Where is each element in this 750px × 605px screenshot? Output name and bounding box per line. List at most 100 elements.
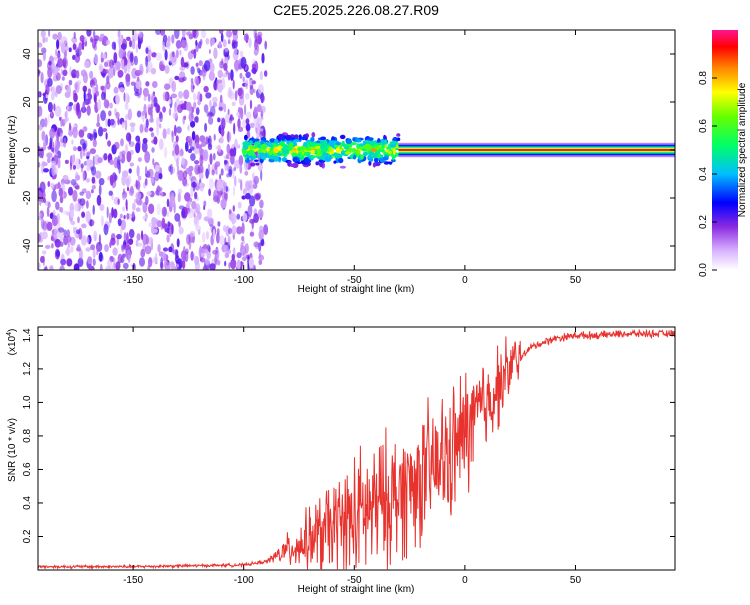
heatmap-band-cell bbox=[324, 156, 332, 162]
heatmap-noise-cell bbox=[230, 69, 234, 82]
heatmap-noise-cell bbox=[117, 30, 121, 39]
heatmap-noise-cell bbox=[92, 258, 96, 266]
heatmap-band-cell bbox=[345, 139, 352, 145]
heatmap-noise-cell bbox=[56, 52, 61, 60]
heatmap-noise-cell bbox=[47, 181, 51, 187]
heatmap-noise-cell bbox=[51, 243, 54, 249]
heatmap-noise-cell bbox=[162, 128, 167, 139]
heatmap-noise-cell bbox=[145, 81, 150, 87]
heatmap-noise-cell bbox=[122, 194, 126, 201]
heatmap-noise-cell bbox=[38, 124, 43, 131]
heatmap-noise-cell bbox=[144, 151, 151, 163]
heatmap-noise-cell bbox=[205, 38, 210, 45]
svg-text:(x104): (x104) bbox=[6, 329, 18, 356]
heatmap-noise-cell bbox=[258, 229, 264, 240]
heatmap-band-cell bbox=[339, 134, 346, 140]
heatmap-noise-cell bbox=[136, 165, 140, 177]
heatmap-noise-cell bbox=[236, 111, 240, 117]
heatmap-noise-cell bbox=[259, 199, 264, 209]
heatmap-band-cell bbox=[246, 157, 250, 162]
heatmap-noise-cell bbox=[174, 75, 180, 81]
heatmap-noise-cell bbox=[40, 147, 44, 159]
heatmap-noise-cell bbox=[194, 116, 199, 123]
heatmap-noise-cell bbox=[227, 235, 231, 247]
heatmap-noise-cell bbox=[42, 50, 47, 61]
heatmap-noise-cell bbox=[177, 192, 181, 203]
heatmap-noise-cell bbox=[149, 117, 154, 123]
heatmap-noise-cell bbox=[115, 261, 121, 270]
heatmap-noise-cell bbox=[78, 129, 85, 138]
heatmap-strong-band bbox=[398, 149, 675, 151]
heatmap-noise-cell bbox=[98, 184, 102, 196]
heatmap-noise-cell bbox=[38, 70, 41, 75]
heatmap-noise-cell bbox=[43, 140, 47, 151]
snr-ytick-label: 1.4 bbox=[22, 328, 33, 342]
heatmap-band-cell bbox=[315, 161, 320, 166]
heatmap-noise-cell bbox=[257, 84, 264, 95]
spectrogram-ytick-label: -40 bbox=[22, 238, 33, 253]
heatmap-noise-cell bbox=[199, 135, 206, 143]
heatmap-noise-cell bbox=[44, 36, 49, 43]
heatmap-noise-cell bbox=[216, 259, 221, 266]
heatmap-noise-cell bbox=[228, 209, 232, 215]
heatmap-noise-cell bbox=[41, 250, 47, 255]
heatmap-noise-cell bbox=[181, 260, 186, 270]
heatmap-noise-cell bbox=[248, 257, 254, 269]
heatmap-noise-cell bbox=[60, 132, 64, 142]
heatmap-noise-cell bbox=[203, 205, 206, 210]
heatmap-noise-cell bbox=[212, 249, 218, 255]
heatmap-band-cell bbox=[244, 134, 248, 141]
heatmap-noise-cell bbox=[121, 58, 125, 70]
heatmap-band-cell bbox=[339, 165, 346, 169]
heatmap-noise-cell bbox=[46, 221, 53, 231]
heatmap-noise-cell bbox=[109, 102, 113, 109]
heatmap-noise-cell bbox=[117, 118, 120, 126]
heatmap-noise-cell bbox=[94, 86, 97, 93]
heatmap-noise-cell bbox=[223, 244, 229, 253]
colorbar-tick-label: 0.0 bbox=[698, 263, 709, 277]
heatmap-noise-cell bbox=[164, 83, 171, 90]
heatmap-noise-cell bbox=[129, 162, 135, 167]
heatmap-noise-cell bbox=[244, 79, 249, 90]
heatmap-noise-cell bbox=[241, 222, 245, 235]
heatmap-noise-cell bbox=[198, 172, 204, 180]
heatmap-noise-cell bbox=[174, 265, 178, 270]
heatmap-noise-cell bbox=[211, 169, 215, 176]
heatmap-noise-cell bbox=[254, 193, 261, 201]
heatmap-noise-cell bbox=[187, 136, 192, 142]
heatmap-noise-cell bbox=[240, 56, 247, 69]
heatmap-noise-cell bbox=[91, 184, 96, 190]
heatmap-noise-cell bbox=[73, 146, 77, 152]
heatmap-noise-cell bbox=[178, 219, 181, 228]
heatmap-band-cell bbox=[371, 155, 377, 159]
heatmap-noise-cell bbox=[118, 37, 121, 50]
heatmap-noise-cell bbox=[173, 124, 177, 137]
spectrogram-heatmap bbox=[38, 30, 675, 270]
heatmap-noise-cell bbox=[200, 69, 207, 77]
heatmap-noise-cell bbox=[122, 262, 129, 270]
heatmap-band-cell bbox=[308, 140, 315, 147]
heatmap-band-cell bbox=[305, 148, 312, 151]
heatmap-noise-cell bbox=[124, 119, 128, 131]
heatmap-noise-cell bbox=[42, 162, 48, 167]
heatmap-noise-cell bbox=[59, 116, 62, 121]
heatmap-band-cell bbox=[310, 137, 315, 142]
heatmap-band-cell bbox=[249, 140, 253, 145]
heatmap-noise-cell bbox=[206, 111, 213, 118]
heatmap-noise-cell bbox=[230, 153, 235, 165]
heatmap-noise-cell bbox=[225, 186, 229, 192]
heatmap-noise-cell bbox=[182, 177, 188, 187]
heatmap-noise-cell bbox=[192, 92, 197, 101]
heatmap-noise-cell bbox=[144, 245, 152, 255]
colorbar-gradient bbox=[712, 30, 738, 270]
heatmap-noise-cell bbox=[217, 69, 223, 79]
heatmap-noise-cell bbox=[160, 190, 163, 197]
heatmap-noise-cell bbox=[57, 227, 65, 233]
heatmap-noise-cell bbox=[85, 190, 92, 200]
heatmap-noise-cell bbox=[178, 91, 183, 99]
heatmap-noise-cell bbox=[205, 168, 209, 179]
heatmap-noise-cell bbox=[171, 51, 175, 58]
heatmap-noise-cell bbox=[177, 188, 183, 194]
heatmap-band-cell bbox=[247, 150, 254, 155]
heatmap-noise-cell bbox=[76, 80, 82, 86]
